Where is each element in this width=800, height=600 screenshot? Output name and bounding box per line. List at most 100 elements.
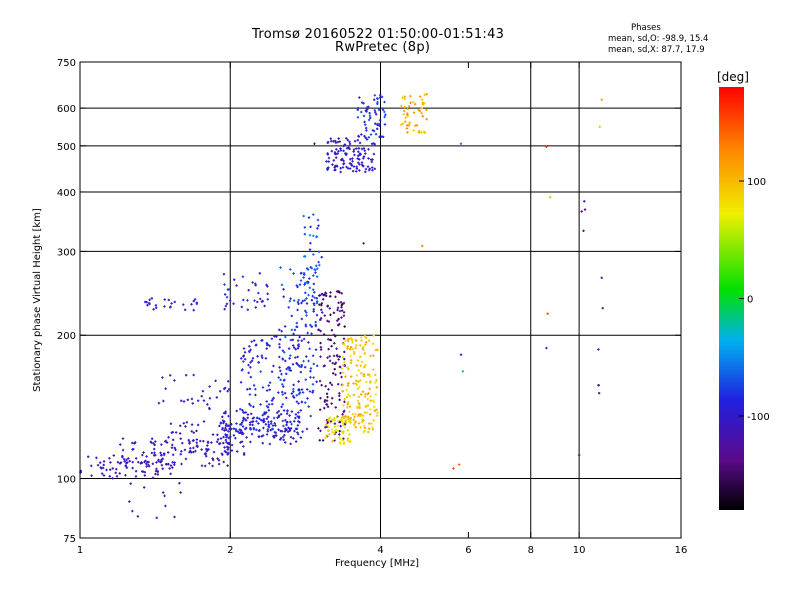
data-point	[163, 305, 166, 308]
data-point	[339, 301, 343, 304]
data-point	[277, 376, 280, 379]
data-point	[185, 421, 189, 424]
data-point	[351, 347, 354, 351]
data-point	[344, 420, 347, 424]
data-point	[340, 309, 344, 312]
data-point	[241, 419, 245, 422]
data-point	[212, 450, 216, 454]
data-point	[346, 406, 349, 409]
data-point	[330, 329, 334, 332]
data-point	[357, 369, 360, 372]
data-point	[286, 420, 289, 424]
data-point	[224, 451, 228, 454]
data-point	[309, 370, 312, 373]
data-point	[278, 366, 281, 369]
data-point	[363, 365, 366, 368]
data-point	[282, 424, 285, 428]
data-point	[206, 403, 209, 406]
data-point	[362, 424, 366, 428]
data-point	[342, 424, 345, 427]
data-point	[381, 108, 385, 112]
data-point	[131, 466, 134, 470]
data-point	[195, 441, 198, 444]
data-point	[263, 304, 266, 308]
data-point	[308, 277, 311, 280]
data-point	[401, 122, 405, 125]
data-point	[334, 428, 338, 431]
data-point	[341, 303, 344, 306]
phases-heading: Phases	[631, 23, 661, 33]
data-point	[270, 370, 274, 373]
data-point	[102, 474, 106, 477]
data-point	[371, 342, 375, 346]
data-point	[164, 439, 168, 443]
data-point	[303, 365, 307, 369]
data-point	[233, 278, 236, 281]
data-point	[383, 100, 386, 104]
data-point	[363, 120, 366, 124]
data-point	[266, 292, 269, 296]
data-point	[294, 356, 297, 359]
data-point	[271, 402, 274, 406]
data-point	[302, 271, 306, 275]
data-point	[350, 359, 353, 362]
x-tick-label: 8	[528, 545, 534, 556]
data-point	[377, 108, 381, 112]
data-point	[331, 362, 334, 365]
data-point	[285, 412, 289, 415]
data-point	[240, 440, 244, 443]
data-point	[374, 348, 378, 352]
data-point	[332, 333, 336, 337]
data-point	[284, 441, 287, 444]
data-point	[361, 390, 365, 393]
data-point	[357, 150, 360, 153]
data-point	[167, 298, 171, 302]
data-point	[329, 420, 333, 423]
data-point	[294, 416, 297, 420]
data-point	[324, 294, 328, 297]
data-point	[217, 462, 221, 466]
data-point	[275, 335, 278, 338]
data-point	[173, 379, 176, 382]
data-point	[330, 139, 333, 143]
data-point	[143, 470, 147, 474]
data-point	[340, 306, 343, 309]
data-point	[171, 430, 175, 434]
data-point	[314, 323, 317, 327]
data-point	[372, 334, 375, 337]
data-point	[347, 146, 350, 149]
colorbar-unit-label: [deg]	[717, 70, 749, 84]
data-point	[173, 461, 176, 464]
data-point	[128, 460, 131, 463]
data-point	[348, 394, 352, 398]
data-point	[327, 388, 330, 391]
data-point	[359, 413, 363, 416]
x-tick-label: 1	[77, 545, 83, 556]
data-point	[355, 344, 358, 347]
data-point	[342, 311, 346, 314]
data-point	[367, 148, 370, 151]
data-point	[296, 308, 299, 312]
y-tick-label: 600	[57, 104, 76, 115]
data-point	[174, 431, 178, 434]
data-point	[190, 303, 193, 306]
data-point	[326, 305, 329, 308]
data-point	[309, 225, 312, 228]
data-point	[343, 357, 346, 361]
data-point	[269, 422, 273, 425]
data-point	[339, 424, 342, 428]
data-point	[330, 383, 334, 387]
data-point	[452, 467, 455, 470]
data-point	[302, 359, 305, 363]
data-point	[281, 383, 284, 386]
data-point	[300, 301, 303, 305]
data-point	[368, 374, 372, 378]
data-point	[96, 464, 100, 467]
data-point	[179, 399, 183, 402]
data-point	[205, 455, 208, 458]
data-point	[406, 113, 409, 116]
data-point	[359, 379, 362, 382]
data-point	[343, 397, 346, 401]
data-point	[402, 113, 406, 116]
x-tick-label: 6	[465, 545, 471, 556]
